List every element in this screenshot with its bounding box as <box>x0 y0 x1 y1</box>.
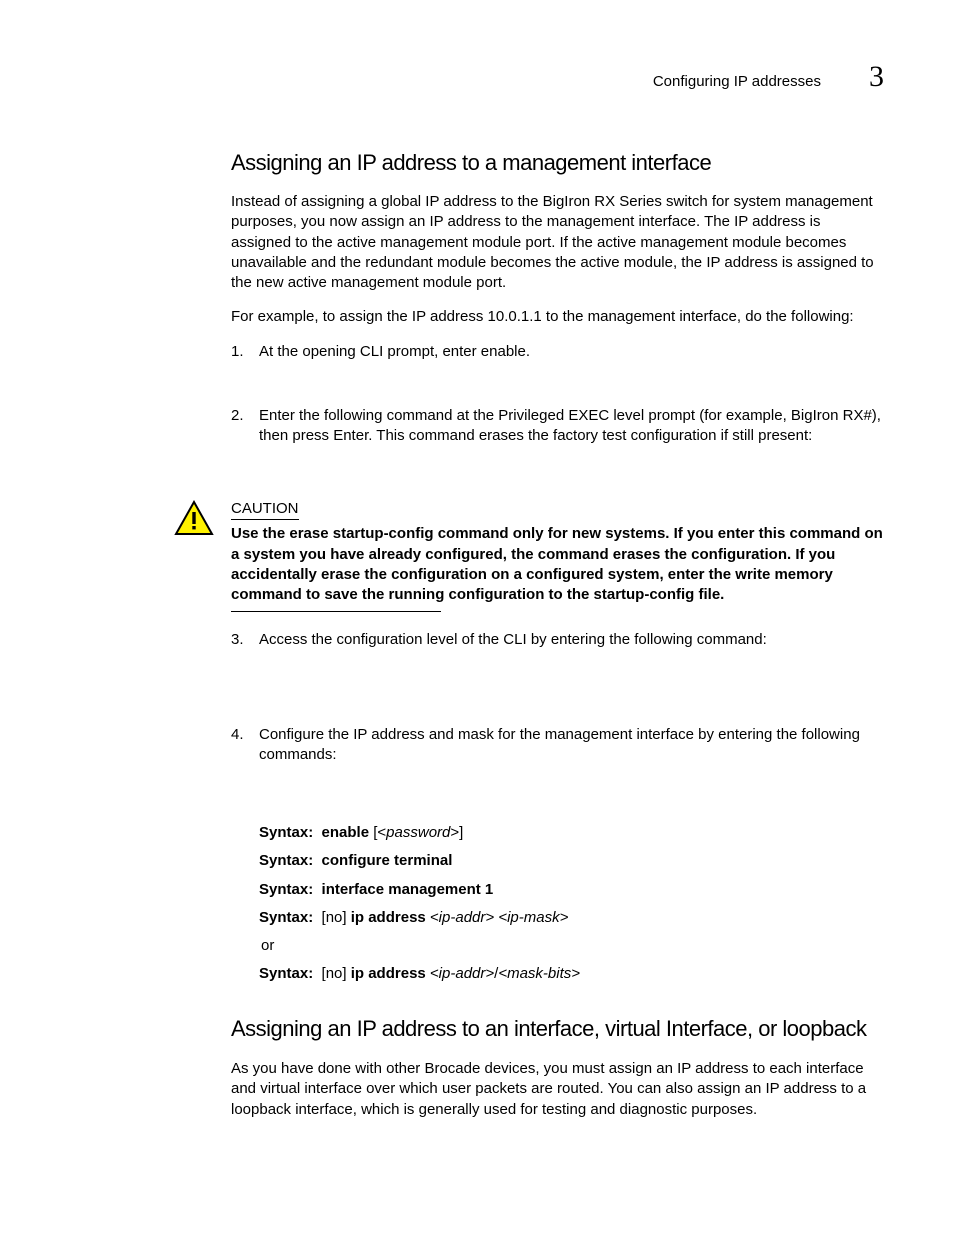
syntax-line-3: Syntax: interface management 1 <box>259 880 884 900</box>
syntax-cmd: interface management 1 <box>322 881 494 898</box>
syntax-cmd: ip address <box>351 909 426 926</box>
syntax-label: Syntax: <box>259 881 313 898</box>
syntax-label: Syntax: <box>259 909 313 926</box>
syntax-line-5: Syntax: [no] ip address <ip-addr>/<mask-… <box>259 964 884 984</box>
syntax-prefix: [no] <box>322 965 351 982</box>
syntax-arg: password <box>386 824 450 841</box>
section-management-interface: Assigning an IP address to a management … <box>231 150 884 446</box>
syntax-arg: <ip-addr> <box>430 965 494 982</box>
step-3: Access the configuration level of the CL… <box>231 630 884 650</box>
page-container: Configuring IP addresses 3 Assigning an … <box>0 0 954 1235</box>
caution-rule <box>231 611 441 612</box>
syntax-text: [< <box>373 824 386 841</box>
section2-paragraph: As you have done with other Brocade devi… <box>231 1059 884 1120</box>
syntax-cmd: configure terminal <box>322 852 453 869</box>
example-paragraph: For example, to assign the IP address 10… <box>231 307 884 327</box>
syntax-arg: <mask-bits> <box>498 965 580 982</box>
syntax-cmd: enable <box>322 824 370 841</box>
caution-text: Use the erase startup-config command onl… <box>231 524 884 605</box>
steps-list-part1: At the opening CLI prompt, enter enable.… <box>231 342 884 447</box>
chapter-number: 3 <box>869 62 884 92</box>
syntax-label: Syntax: <box>259 965 313 982</box>
syntax-prefix: [no] <box>322 909 351 926</box>
syntax-line-2: Syntax: configure terminal <box>259 851 884 871</box>
intro-paragraph: Instead of assigning a global IP address… <box>231 192 884 293</box>
syntax-label: Syntax: <box>259 852 313 869</box>
caution-content: CAUTION Use the erase startup-config com… <box>231 500 884 612</box>
section-heading: Assigning an IP address to a management … <box>231 150 884 176</box>
step-1: At the opening CLI prompt, enter enable. <box>231 342 884 362</box>
syntax-arg: <ip-addr> <box>430 909 494 926</box>
steps-list-part2: Access the configuration level of the CL… <box>231 630 884 765</box>
caution-icon <box>174 500 214 536</box>
syntax-block: Syntax: enable [<password>] Syntax: conf… <box>259 823 884 985</box>
caution-block: CAUTION Use the erase startup-config com… <box>175 500 884 612</box>
syntax-arg: <ip-mask> <box>498 909 568 926</box>
syntax-line-4: Syntax: [no] ip address <ip-addr> <ip-ma… <box>259 908 884 928</box>
step-4: Configure the IP address and mask for th… <box>231 725 884 766</box>
syntax-text: >] <box>450 824 463 841</box>
syntax-or: or <box>261 936 884 956</box>
section-heading-2: Assigning an IP address to an interface,… <box>231 1015 884 1044</box>
syntax-label: Syntax: <box>259 824 313 841</box>
syntax-cmd: ip address <box>351 965 426 982</box>
page-header: Configuring IP addresses 3 <box>175 62 884 92</box>
caution-label: CAUTION <box>231 500 299 520</box>
syntax-line-1: Syntax: enable [<password>] <box>259 823 884 843</box>
step-2: Enter the following command at the Privi… <box>231 406 884 447</box>
running-title: Configuring IP addresses <box>653 73 821 90</box>
section-management-interface-cont: Access the configuration level of the CL… <box>231 630 884 1120</box>
